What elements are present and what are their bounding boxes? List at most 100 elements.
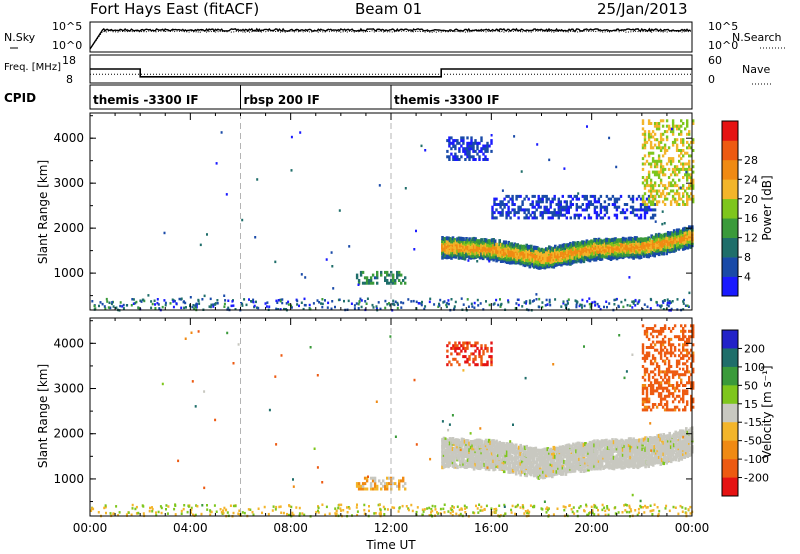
heatmap-cell <box>525 213 528 217</box>
heatmap-cell <box>477 463 480 468</box>
heatmap-cell <box>630 442 634 447</box>
heatmap-cell <box>465 439 468 443</box>
heatmap-cell <box>539 461 542 466</box>
heatmap-cell <box>666 235 670 240</box>
heatmap-cell <box>452 145 455 148</box>
heatmap-cell <box>274 260 277 264</box>
heatmap-cell <box>376 281 379 285</box>
heatmap-cell <box>624 244 628 248</box>
heatmap-cell <box>643 138 647 142</box>
heatmap-cell <box>665 251 668 256</box>
heatmap-cell <box>536 460 539 465</box>
heatmap-cell <box>679 186 682 189</box>
heatmap-cell <box>507 464 510 469</box>
heatmap-cell <box>626 464 629 468</box>
heatmap-cell <box>629 437 632 442</box>
heatmap-cell <box>603 446 607 451</box>
heatmap-cell <box>641 157 645 161</box>
heatmap-cell <box>462 303 465 306</box>
heatmap-cell <box>483 247 486 252</box>
heatmap-cell <box>562 300 565 303</box>
heatmap-cell <box>257 306 260 310</box>
heatmap-cell <box>429 297 432 301</box>
heatmap-cell <box>650 243 653 248</box>
heatmap-cell <box>615 213 619 217</box>
heatmap-cell <box>490 238 494 243</box>
heatmap-cell <box>638 249 641 254</box>
heatmap-cell <box>671 122 675 125</box>
heatmap-cell <box>458 158 461 161</box>
heatmap-cell <box>645 159 649 163</box>
heatmap-cell <box>519 245 522 250</box>
heatmap-cell <box>614 455 617 460</box>
heatmap-cell <box>505 449 509 454</box>
heatmap-cell <box>498 440 501 445</box>
heatmap-cell <box>647 189 651 193</box>
heatmap-cell <box>634 304 637 307</box>
heatmap-cell <box>481 460 485 465</box>
heatmap-cell <box>663 146 667 150</box>
heatmap-cell <box>672 242 676 247</box>
heatmap-cell <box>277 308 280 311</box>
heatmap-cell <box>613 205 617 209</box>
heatmap-cell <box>536 259 539 264</box>
heatmap-cell <box>542 464 545 469</box>
heatmap-cell <box>572 464 575 469</box>
heatmap-cell <box>150 300 153 303</box>
heatmap-cell <box>546 450 550 455</box>
heatmap-cell <box>649 162 653 166</box>
heatmap-cell <box>618 238 622 243</box>
heatmap-cell <box>519 194 522 198</box>
heatmap-cell <box>486 141 489 145</box>
heatmap-cell <box>678 159 681 163</box>
heatmap-cell <box>635 197 639 201</box>
heatmap-cell <box>565 200 568 204</box>
heatmap-cell <box>496 442 500 447</box>
heatmap-cell <box>371 281 375 285</box>
heatmap-cell <box>466 149 469 153</box>
heatmap-cell <box>642 244 646 249</box>
heatmap-cell <box>478 452 482 457</box>
heatmap-cell <box>450 244 453 249</box>
heatmap-cell <box>464 152 467 156</box>
heatmap-cell <box>309 308 312 311</box>
heatmap-cell <box>531 447 535 452</box>
heatmap-cell <box>630 450 634 455</box>
heatmap-cell <box>558 258 562 263</box>
heatmap-cell <box>649 184 653 188</box>
heatmap-cell <box>502 454 506 459</box>
heatmap-cell <box>571 197 574 201</box>
heatmap-cell <box>396 270 399 274</box>
heatmap-cell <box>557 468 560 472</box>
heatmap-cell <box>632 460 635 465</box>
heatmap-cell <box>511 244 515 248</box>
heatmap-cell <box>621 456 625 461</box>
heatmap-cell <box>617 442 620 447</box>
heatmap-cell <box>612 466 616 471</box>
heatmap-cell <box>520 463 524 468</box>
cpid-segment-label: themis -3300 IF <box>93 93 199 107</box>
heatmap-cell <box>447 443 450 448</box>
heatmap-cell <box>649 203 653 206</box>
heatmap-cell <box>533 211 536 215</box>
heatmap-cell <box>576 241 580 245</box>
heatmap-cell <box>471 446 474 451</box>
heatmap-cell <box>493 245 497 250</box>
heatmap-cell <box>680 140 683 144</box>
heatmap-cell <box>552 253 556 258</box>
heatmap-cell <box>511 197 514 201</box>
heatmap-cell <box>468 147 471 151</box>
heatmap-cell <box>471 440 474 444</box>
heatmap-cell <box>466 141 469 145</box>
heatmap-cell <box>688 243 691 248</box>
heatmap-cell <box>472 239 476 244</box>
heatmap-cell <box>137 306 140 310</box>
heatmap-cell <box>554 469 557 473</box>
heatmap-cell <box>441 437 444 442</box>
heatmap-cell <box>541 194 544 198</box>
heatmap-cell <box>570 247 574 252</box>
heatmap-cell <box>521 208 524 212</box>
heatmap-cell <box>594 455 598 459</box>
heatmap-cell <box>507 211 510 215</box>
heatmap-cell <box>396 301 399 305</box>
